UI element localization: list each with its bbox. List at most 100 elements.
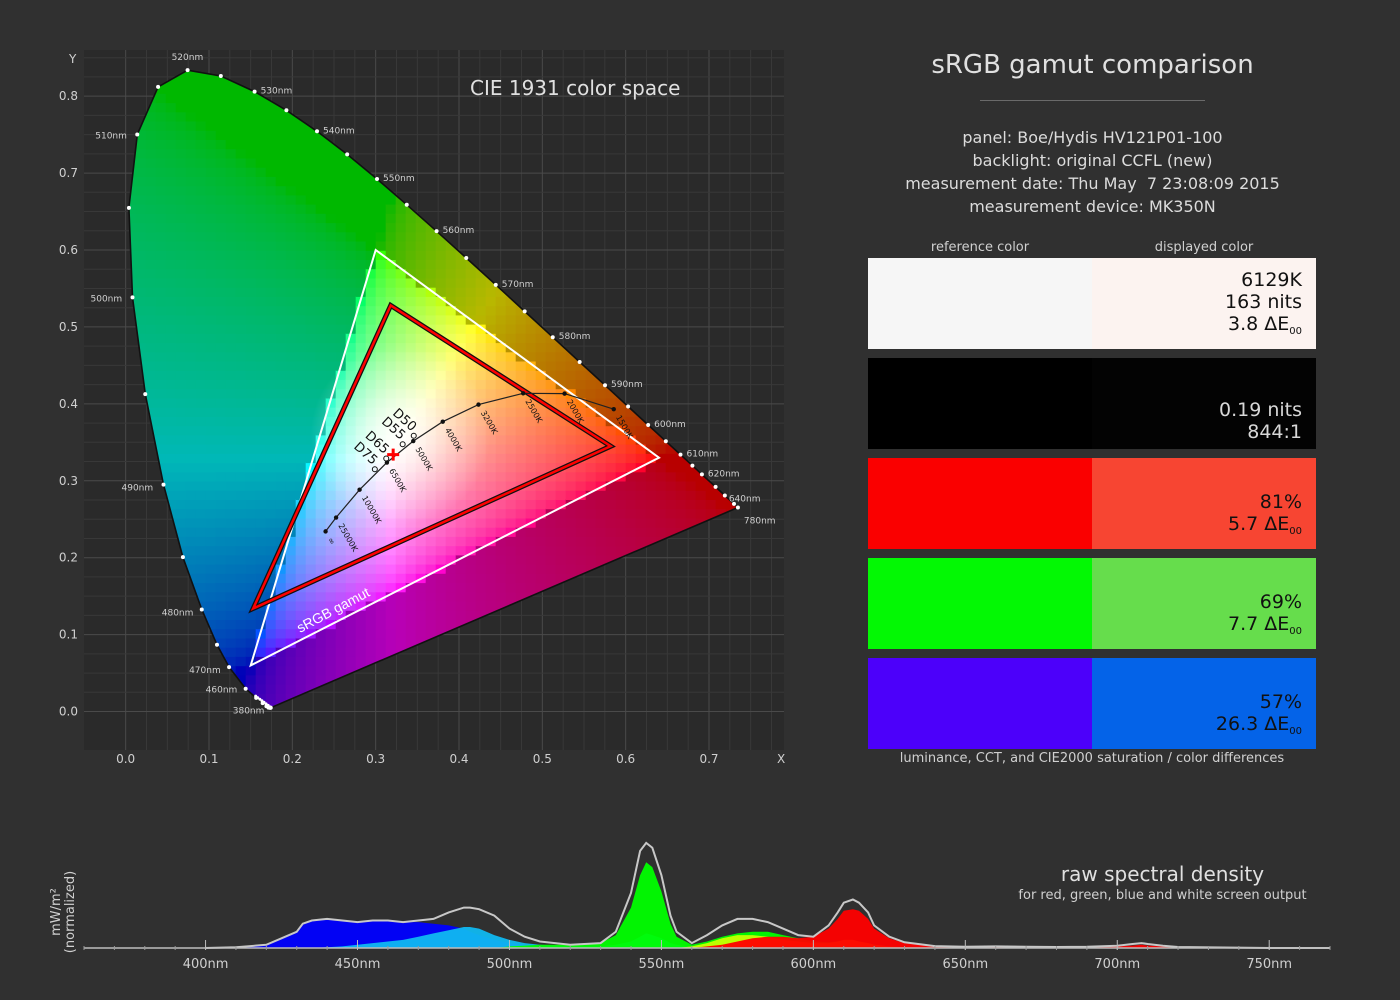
measured-gamut-triangle (250, 303, 614, 612)
chromaticity-cell (245, 416, 257, 427)
chromaticity-cell (255, 610, 267, 620)
chromaticity-cell (128, 194, 137, 205)
chromaticity-cell (275, 286, 287, 297)
chromaticity-cell (355, 323, 367, 334)
chromaticity-cell (225, 406, 237, 417)
chromaticity-cell (545, 379, 557, 390)
delta-e-subscript: 00 (1289, 626, 1302, 637)
chromaticity-cell (555, 471, 567, 482)
chromaticity-cell (385, 222, 397, 233)
chromaticity-cell (305, 453, 317, 464)
wavelength-dot (678, 452, 683, 457)
chromaticity-cell (175, 296, 187, 307)
chromaticity-cell (285, 314, 297, 325)
chromaticity-cell (185, 139, 197, 150)
chromaticity-cell (395, 203, 407, 214)
chromaticity-cell (245, 628, 257, 639)
chromaticity-cell (265, 166, 277, 177)
chromaticity-cell (195, 545, 207, 556)
chromaticity-cell (235, 250, 247, 260)
chromaticity-cell (215, 370, 227, 380)
chromaticity-cell (485, 388, 497, 399)
chromaticity-cell (175, 102, 187, 113)
chromaticity-cell (225, 222, 237, 233)
chromaticity-cell (485, 453, 497, 464)
chromaticity-cell (575, 545, 587, 556)
chromaticity-cell (185, 406, 197, 417)
chromaticity-cell (525, 379, 537, 390)
chromaticity-cell (225, 102, 237, 113)
chromaticity-cell (425, 333, 437, 344)
chromaticity-cell (405, 545, 417, 556)
chromaticity-cell (305, 277, 317, 288)
chromaticity-cell (605, 526, 617, 537)
wavelength-dot (243, 686, 248, 691)
chromaticity-cell (245, 646, 257, 657)
chromaticity-cell (595, 545, 607, 556)
chromaticity-cell (128, 231, 137, 242)
chromaticity-cell (275, 674, 287, 685)
chromaticity-cell (605, 499, 617, 510)
chromaticity-cell (215, 499, 227, 510)
chromaticity-cell (455, 610, 467, 620)
chromaticity-cell (365, 619, 377, 630)
chromaticity-cell (245, 600, 257, 611)
chromaticity-cell (165, 111, 177, 122)
spectrum-area-cyan (205, 927, 1331, 948)
chromaticity-cell (135, 240, 147, 251)
chromaticity-cell (255, 351, 267, 362)
chromaticity-cell (385, 286, 397, 297)
chromaticity-cell (325, 305, 337, 316)
chromaticity-cell (485, 397, 497, 408)
chromaticity-cell (215, 434, 227, 445)
chromaticity-cell (255, 277, 267, 288)
chromaticity-cell (485, 360, 497, 371)
chromaticity-cell (255, 213, 267, 224)
chromaticity-cell (435, 259, 447, 270)
chromaticity-cell (395, 628, 407, 639)
chromaticity-cell (625, 453, 637, 464)
chromaticity-cell (165, 416, 177, 427)
chromaticity-cell (275, 323, 287, 334)
chromaticity-cell (275, 619, 287, 630)
spectrum-tick-label: 400nm (183, 957, 229, 972)
chromaticity-cell (445, 536, 457, 547)
chromaticity-cell (265, 351, 277, 362)
chromaticity-cell (545, 563, 557, 574)
chromaticity-cell (365, 517, 377, 528)
chromaticity-cell (265, 674, 277, 685)
chromaticity-cell (695, 490, 707, 500)
chromaticity-cell (128, 250, 137, 260)
chromaticity-cell (195, 157, 207, 168)
chromaticity-cell (305, 656, 317, 667)
chromaticity-cell (585, 443, 597, 454)
chromaticity-cell (325, 213, 337, 224)
chromaticity-cell (325, 259, 337, 270)
chromaticity-cell (505, 443, 517, 454)
chromaticity-cell (525, 434, 537, 445)
chromaticity-cell (645, 499, 657, 510)
chromaticity-cell (285, 240, 297, 251)
chromaticity-cell (525, 554, 537, 565)
chromaticity-cell (415, 536, 427, 547)
chromaticity-cell (485, 342, 497, 353)
chromaticity-cell (215, 536, 227, 547)
chromaticity-cell (625, 443, 637, 454)
chromaticity-cell (555, 425, 567, 436)
chromaticity-cell (315, 582, 327, 593)
chromaticity-cell (305, 379, 317, 390)
chromaticity-cell (385, 646, 397, 657)
chromaticity-cell (595, 397, 607, 408)
chromaticity-cell (365, 637, 377, 648)
chromaticity-cell (165, 333, 177, 344)
chromaticity-cell (485, 582, 497, 593)
chromaticity-cell (475, 610, 487, 620)
chromaticity-cell (145, 231, 157, 242)
chromaticity-cell (215, 526, 227, 537)
chromaticity-cell (295, 370, 307, 380)
chromaticity-cell (195, 370, 207, 380)
chromaticity-cell (305, 360, 317, 371)
chromaticity-cell (425, 610, 437, 620)
chromaticity-cell (335, 157, 347, 168)
chromaticity-cell (265, 471, 277, 482)
